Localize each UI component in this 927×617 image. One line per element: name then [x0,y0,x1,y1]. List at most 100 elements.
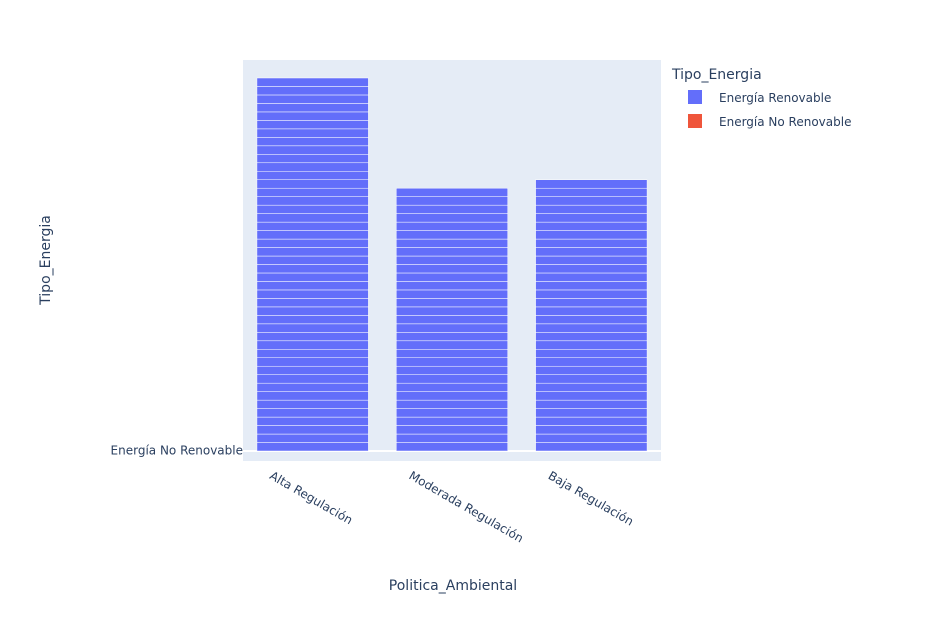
bar-segment[interactable] [535,408,648,418]
bar-segment[interactable] [535,357,648,367]
bar-segment[interactable] [535,416,648,426]
bar-segment[interactable] [256,442,369,452]
bar-segment[interactable] [535,272,648,282]
bar-segment[interactable] [396,196,508,206]
bar-segment[interactable] [396,408,508,418]
bar-segment[interactable] [256,230,369,240]
bar-segment[interactable] [396,315,508,325]
bar-segment[interactable] [396,204,508,214]
bar-segment[interactable] [535,323,648,333]
bar-segment[interactable] [535,340,648,350]
bar-segment[interactable] [396,187,508,197]
bar-segment[interactable] [396,340,508,350]
bar-segment[interactable] [256,86,369,96]
bar-segment[interactable] [256,196,369,206]
bar-segment[interactable] [256,171,369,180]
bar-segment[interactable] [535,281,648,291]
legend-item-renewable[interactable]: Energía Renovable [688,90,831,105]
bar-segment[interactable] [256,298,369,308]
bar-segment[interactable] [396,391,508,401]
bar-segment[interactable] [396,425,508,435]
bar-segment[interactable] [535,255,648,265]
bar-segment[interactable] [535,196,648,206]
bar-segment[interactable] [535,433,648,443]
bar-segment[interactable] [256,204,369,214]
bar-segment[interactable] [396,238,508,248]
bar-segment[interactable] [256,145,369,155]
bar-segment[interactable] [535,230,648,240]
bar-segment[interactable] [535,221,648,231]
bar-segment[interactable] [535,187,648,197]
bar-segment[interactable] [396,357,508,367]
bar-segment[interactable] [535,264,648,274]
bar-segment[interactable] [535,349,648,358]
bar-segment[interactable] [396,433,508,443]
bar-segment[interactable] [396,221,508,231]
bar-segment[interactable] [256,332,369,342]
bar-segment[interactable] [256,408,369,418]
bar-segment[interactable] [535,374,648,384]
bar-segment[interactable] [535,315,648,325]
bar-segment[interactable] [256,137,369,147]
bar-segment[interactable] [256,391,369,401]
bar-segment[interactable] [256,120,369,130]
bar-segment[interactable] [396,323,508,333]
bar-segment[interactable] [256,187,369,197]
bar-segment[interactable] [256,323,369,333]
bar-segment[interactable] [396,349,508,358]
bar-segment[interactable] [396,255,508,265]
bar-segment[interactable] [256,374,369,384]
bar-segment[interactable] [256,281,369,291]
bar-segment[interactable] [535,399,648,409]
bar-segment[interactable] [256,357,369,367]
bar-segment[interactable] [256,128,369,138]
bar-segment[interactable] [535,391,648,401]
bar-segment[interactable] [256,272,369,282]
bar-segment[interactable] [256,264,369,274]
bar-segment[interactable] [535,365,648,375]
bar-segment[interactable] [256,179,369,189]
bar-segment[interactable] [535,247,648,257]
legend-item-nonrenewable[interactable]: Energía No Renovable [688,114,851,129]
bar-segment[interactable] [396,442,508,452]
bar-segment[interactable] [396,306,508,316]
bar-segment[interactable] [256,238,369,248]
bar-segment[interactable] [396,298,508,308]
bar-segment[interactable] [535,306,648,316]
bar-segment[interactable] [535,298,648,308]
bar-segment[interactable] [396,289,508,299]
bar-segment[interactable] [256,306,369,316]
bar-segment[interactable] [256,213,369,223]
bar-segment[interactable] [535,179,648,189]
bar-segment[interactable] [535,442,648,452]
bar-segment[interactable] [256,103,369,113]
bar-segment[interactable] [396,382,508,392]
bar-segment[interactable] [256,154,369,164]
bar-segment[interactable] [396,332,508,342]
bar-segment[interactable] [256,315,369,325]
bar-segment[interactable] [396,374,508,384]
bar-segment[interactable] [256,221,369,231]
bar-segment[interactable] [535,204,648,214]
bar-segment[interactable] [396,230,508,240]
bar-segment[interactable] [396,416,508,426]
bar-segment[interactable] [256,425,369,435]
bar-segment[interactable] [396,281,508,291]
bar-segment[interactable] [256,399,369,409]
bar-segment[interactable] [256,255,369,265]
bar-segment[interactable] [396,365,508,375]
bar-segment[interactable] [396,213,508,223]
bar-segment[interactable] [396,264,508,274]
bar-segment[interactable] [256,77,369,87]
bar-segment[interactable] [535,238,648,248]
bar-segment[interactable] [396,399,508,409]
bar-segment[interactable] [535,289,648,299]
bar-segment[interactable] [256,111,369,121]
bar-segment[interactable] [396,272,508,282]
bar-segment[interactable] [535,332,648,342]
bar-segment[interactable] [256,349,369,358]
bar-segment[interactable] [256,94,369,104]
bar-segment[interactable] [256,382,369,392]
bar-segment[interactable] [256,416,369,426]
bar-segment[interactable] [256,433,369,443]
